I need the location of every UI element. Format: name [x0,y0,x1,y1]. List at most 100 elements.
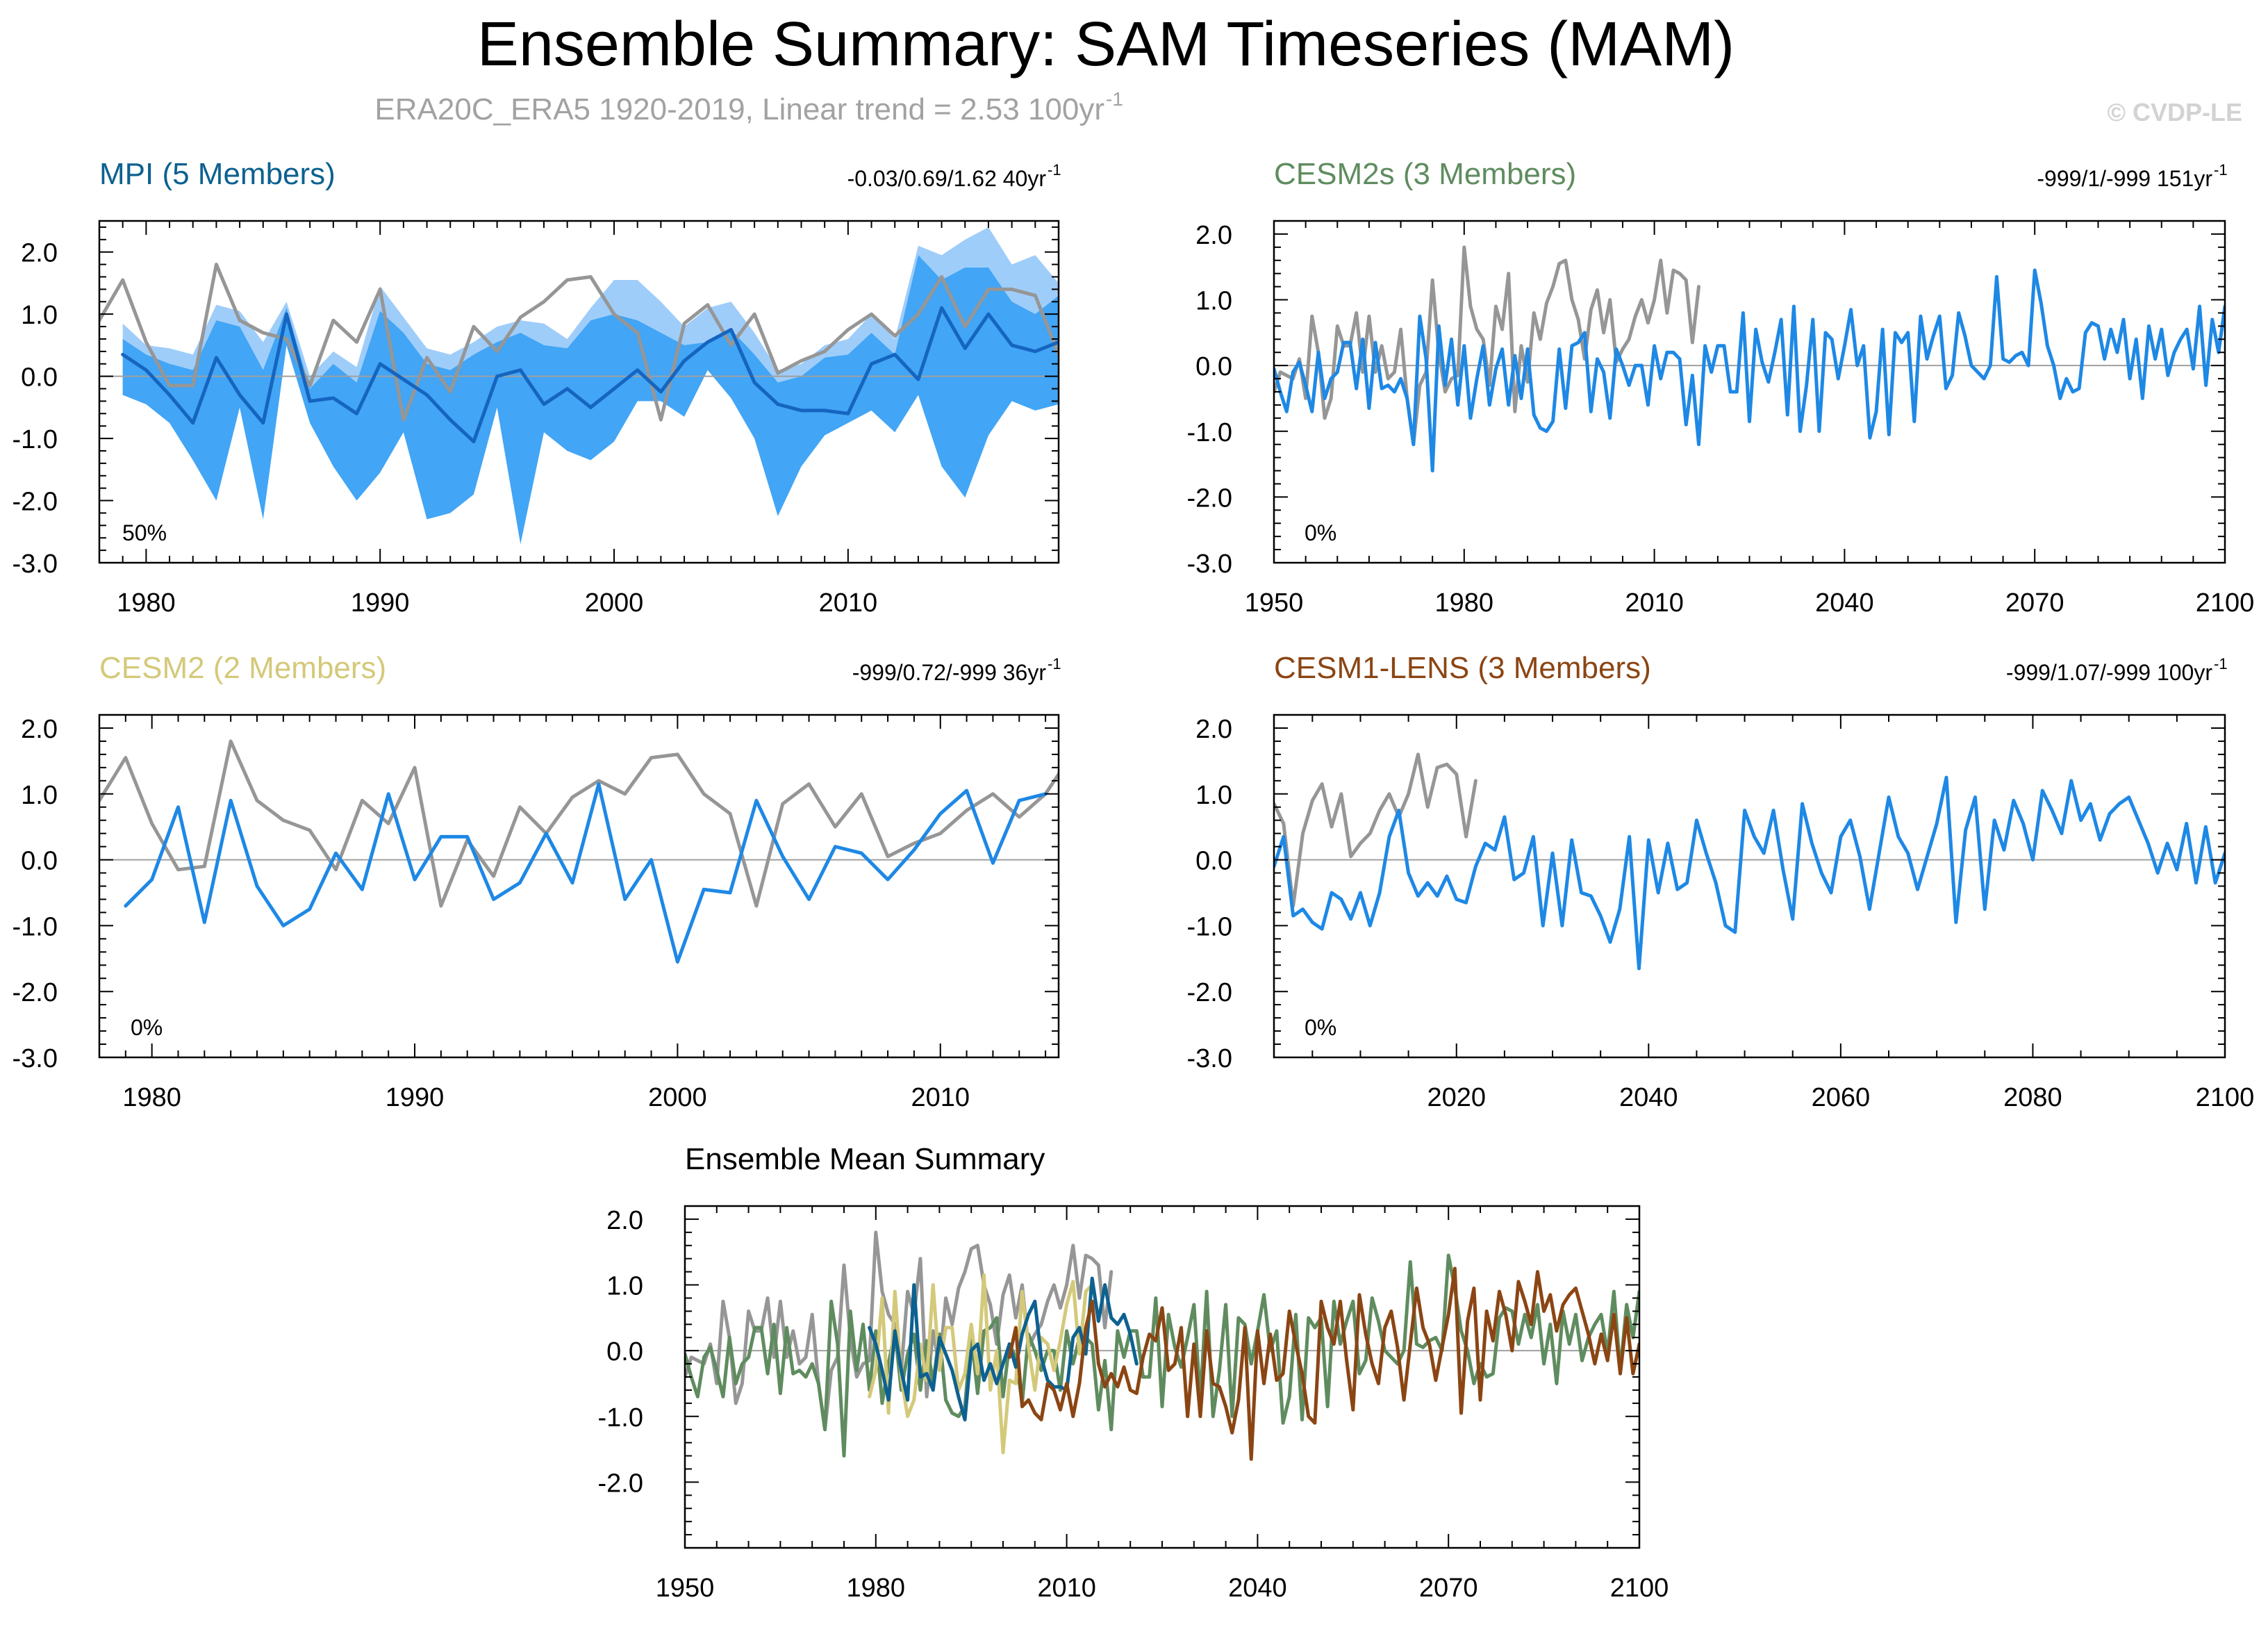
x-tick-label: 2100 [1610,1574,1669,1603]
y-tick-label: 1.0 [1195,781,1232,810]
y-tick-label: 1.0 [606,1272,643,1301]
y-tick-label: 0.0 [21,847,58,876]
x-tick-label: 2020 [1427,1083,1486,1112]
chart-title: CESM2s (3 Members) [1274,157,1576,191]
series-line-mpi [868,1276,1139,1421]
y-tick-label: -2.0 [1187,978,1232,1007]
x-tick-label: 2100 [2196,1083,2255,1112]
plot-area [99,226,1059,545]
x-tick-label: 1990 [386,1083,445,1112]
x-tick-label: 2080 [2003,1083,2062,1112]
chart-stats-superscript: -1 [1048,655,1061,672]
plot-frame [98,220,1060,564]
x-tick-label: 2000 [648,1083,707,1112]
y-tick-label: -2.0 [13,488,58,517]
x-tick-label: 2040 [1815,588,1874,618]
y-tick-label: -1.0 [13,912,58,941]
x-tick-label: 1980 [122,1083,181,1112]
y-tick-label: 0.0 [606,1337,643,1367]
chart-title: MPI (5 Members) [99,157,336,191]
y-tick-label: -1.0 [13,425,58,454]
observation-line [1274,245,1700,447]
chart-panel-cesm2: CESM2 (2 Members) -999/0.72/-999 36yr -1 -3… [13,651,1061,1112]
subtitle-main: ERA20C_ERA5 1920-2019, Linear trend = 2.… [374,92,1104,126]
y-tick-label: -1.0 [1187,912,1232,941]
y-tick-label: -3.0 [1187,1044,1232,1073]
plot-area [1274,752,2225,971]
y-tick-label: -2.0 [13,978,58,1007]
x-tick-label: 2040 [1228,1574,1287,1603]
x-tick-label: 2010 [819,588,878,618]
percent-label: 0% [131,1015,163,1040]
observation-line [1274,752,1477,908]
x-tick-label: 2100 [2196,588,2255,618]
x-tick-label: 2010 [911,1083,970,1112]
percent-label: 50% [122,520,167,545]
y-tick-label: 1.0 [21,781,58,810]
ensemble-mean-line [1274,268,2225,473]
x-tick-label: 1980 [117,588,176,618]
y-tick-label: 0.0 [1195,847,1232,876]
y-tick-label: 2.0 [606,1206,643,1235]
chart-title: CESM1-LENS (3 Members) [1274,651,1651,685]
x-tick-label: 1950 [656,1574,715,1603]
panels: MPI (5 Members) -0.03/0.69/1.62 40yr -1-3.… [13,157,2255,1603]
y-tick-label: 0.0 [21,363,58,393]
subtitle: ERA20C_ERA5 1920-2019, Linear trend = 2.… [374,92,1104,126]
chart-stats: -999/0.72/-999 36yr [852,660,1047,685]
observation-line [99,739,1059,908]
y-tick-label: 2.0 [1195,715,1232,744]
chart-panel-ensmean: Ensemble Mean Summary -2.0 -1.0 0.0 1.0 2.0 19… [598,1142,1669,1603]
y-tick-label: -1.0 [598,1403,643,1433]
x-tick-label: 1980 [1435,588,1494,618]
y-tick-label: -2.0 [598,1469,643,1498]
ensemble-mean-line [1274,775,2225,971]
chart-title: Ensemble Mean Summary [685,1142,1045,1176]
observation-line [99,263,1059,422]
y-tick-label: -3.0 [1187,550,1232,579]
x-tick-label: 2010 [1037,1574,1096,1603]
y-tick-label: 2.0 [1195,221,1232,250]
y-tick-label: -3.0 [13,1044,58,1073]
chart-stats: -0.03/0.69/1.62 40yr [847,166,1047,191]
chart-panel-cesm2s: CESM2s (3 Members) -999/1/-999 151yr -1 -3.… [1187,157,2255,618]
y-tick-label: -1.0 [1187,418,1232,447]
watermark: © CVDP-LE [2107,98,2242,126]
y-tick-label: -2.0 [1187,484,1232,513]
y-tick-label: 1.0 [21,301,58,330]
ensemble-mean-line [124,782,1048,964]
main-title: Ensemble Summary: SAM Timeseries (MAM) [477,10,1735,79]
series-line-cesm2s [685,1253,1639,1458]
plot-area [99,739,1059,964]
chart-stats-superscript: -1 [2214,161,2228,179]
y-tick-label: 0.0 [1195,352,1232,381]
chart-title: CESM2 (2 Members) [99,651,386,685]
percent-label: 0% [1305,1015,1336,1040]
ensemble-mean-line [121,306,1059,444]
x-tick-label: 2040 [1619,1083,1678,1112]
chart-stats: -999/1.07/-999 100yr [2006,660,2212,685]
y-tick-label: 2.0 [21,715,58,744]
subtitle-superscript: -1 [1106,88,1123,110]
x-tick-label: 1980 [847,1574,906,1603]
spread-band-inner [122,255,1059,545]
y-tick-label: -3.0 [13,550,58,579]
x-tick-label: 1950 [1245,588,1304,618]
x-tick-label: 2000 [585,588,644,618]
percent-label: 0% [1305,520,1336,545]
y-tick-label: 2.0 [21,239,58,268]
chart-stats-superscript: -1 [1048,161,1061,179]
chart-stats-superscript: -1 [2214,655,2228,672]
x-tick-label: 2070 [1419,1574,1478,1603]
series-line-cesm2 [868,1273,1094,1455]
y-tick-label: 1.0 [1195,287,1232,316]
plot-area [685,1230,1639,1461]
chart-panel-mpi: MPI (5 Members) -0.03/0.69/1.62 40yr -1 -3.… [13,157,1061,618]
chart-stats: -999/1/-999 151yr [2037,166,2212,191]
chart-panel-cesm1: CESM1-LENS (3 Members) -999/1.07/-999 100… [1187,651,2255,1112]
series-line-cesm1-lens [1007,1266,1639,1461]
plot-area [1274,245,2225,473]
x-tick-label: 2010 [1625,588,1684,618]
x-tick-label: 2060 [1812,1083,1871,1112]
